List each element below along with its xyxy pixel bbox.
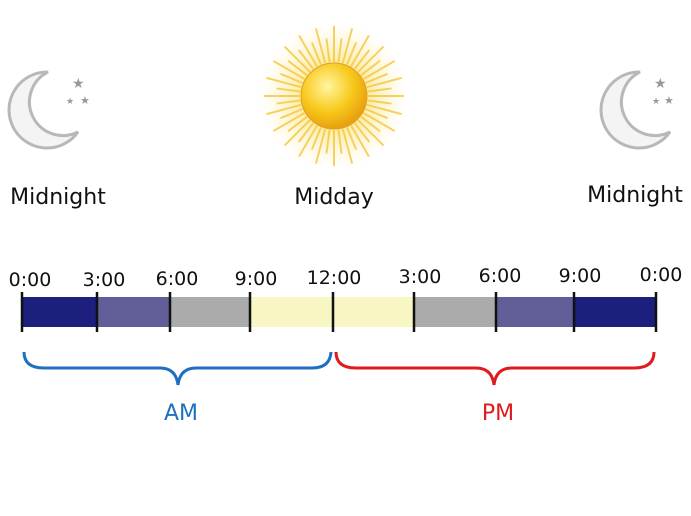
svg-text:★: ★ — [654, 76, 667, 92]
sun-ray — [280, 72, 303, 84]
segment — [250, 297, 333, 327]
pm-brace — [334, 351, 656, 386]
sun-ray — [287, 115, 308, 133]
svg-text:★: ★ — [664, 94, 674, 107]
moon-icon: ★ ★ ★ — [599, 70, 674, 150]
time-label: 9:00 — [235, 268, 278, 290]
time-label: 3:00 — [399, 266, 442, 288]
sun-ray — [276, 99, 301, 105]
sun-ray — [337, 38, 343, 63]
svg-text:★: ★ — [66, 97, 74, 107]
sun-ray — [353, 49, 371, 70]
sun-ray — [357, 119, 385, 147]
sun-ray — [314, 28, 327, 64]
svg-text:★: ★ — [72, 76, 85, 92]
top-label: Midnight — [587, 183, 683, 208]
sun-ray — [365, 108, 388, 120]
segment — [333, 297, 414, 327]
svg-text:★: ★ — [80, 94, 90, 107]
sun-ray — [341, 28, 354, 64]
sun-ray — [297, 122, 315, 143]
sun-ray — [287, 59, 308, 77]
sun-ray — [325, 129, 331, 154]
sun-ray — [298, 124, 318, 158]
sun-ray — [360, 115, 381, 133]
sun-ray — [310, 42, 322, 65]
time-label: 3:00 — [83, 269, 126, 291]
sun-ray — [325, 38, 331, 63]
sun-icon — [259, 21, 409, 171]
sun-ray — [297, 49, 315, 70]
segment — [574, 297, 656, 327]
moon-icon: ★ ★ ★ — [7, 70, 90, 150]
sun-ray — [272, 60, 306, 80]
time-label: 6:00 — [479, 265, 522, 287]
segment — [414, 297, 496, 327]
sun-ray — [266, 103, 302, 116]
sun-ray — [346, 42, 358, 65]
time-label: 0:00 — [9, 269, 52, 291]
sun-ray — [310, 127, 322, 150]
sun-ray — [362, 60, 396, 80]
segment — [97, 297, 170, 327]
sun-ray — [357, 45, 385, 73]
svg-text:★: ★ — [652, 97, 660, 107]
sun-ray — [298, 34, 318, 68]
segment — [496, 297, 574, 327]
sun-ray — [314, 128, 327, 164]
top-label: Midnight — [10, 185, 106, 210]
sun-ray — [280, 108, 303, 120]
time-label: 9:00 — [559, 265, 602, 287]
sun-ray — [337, 129, 343, 154]
sun-ray — [360, 59, 381, 77]
sun-ray — [350, 34, 370, 68]
segment — [22, 297, 97, 327]
period-label: AM — [164, 401, 198, 426]
sun-ray — [341, 128, 354, 164]
sun-ray — [346, 127, 358, 150]
sun-ray — [283, 119, 311, 147]
sun-ray — [266, 76, 302, 89]
sun-ray — [353, 122, 371, 143]
period-label: PM — [482, 401, 514, 426]
timeline-bar — [20, 292, 658, 332]
time-label: 6:00 — [156, 268, 199, 290]
sun-ray — [276, 87, 301, 93]
sun-ray — [283, 45, 311, 73]
time-label: 12:00 — [307, 267, 362, 289]
segment — [170, 297, 250, 327]
sun-ray — [366, 103, 402, 116]
am-brace — [22, 351, 333, 386]
sun-ray — [367, 99, 392, 105]
sun-ray — [367, 87, 392, 93]
sun-ray — [362, 112, 396, 132]
sun-ray — [350, 124, 370, 158]
top-label: Midday — [294, 185, 374, 210]
sun-ray — [365, 72, 388, 84]
sun-ray — [366, 76, 402, 89]
time-label: 0:00 — [640, 264, 683, 286]
sun-ray — [272, 112, 306, 132]
